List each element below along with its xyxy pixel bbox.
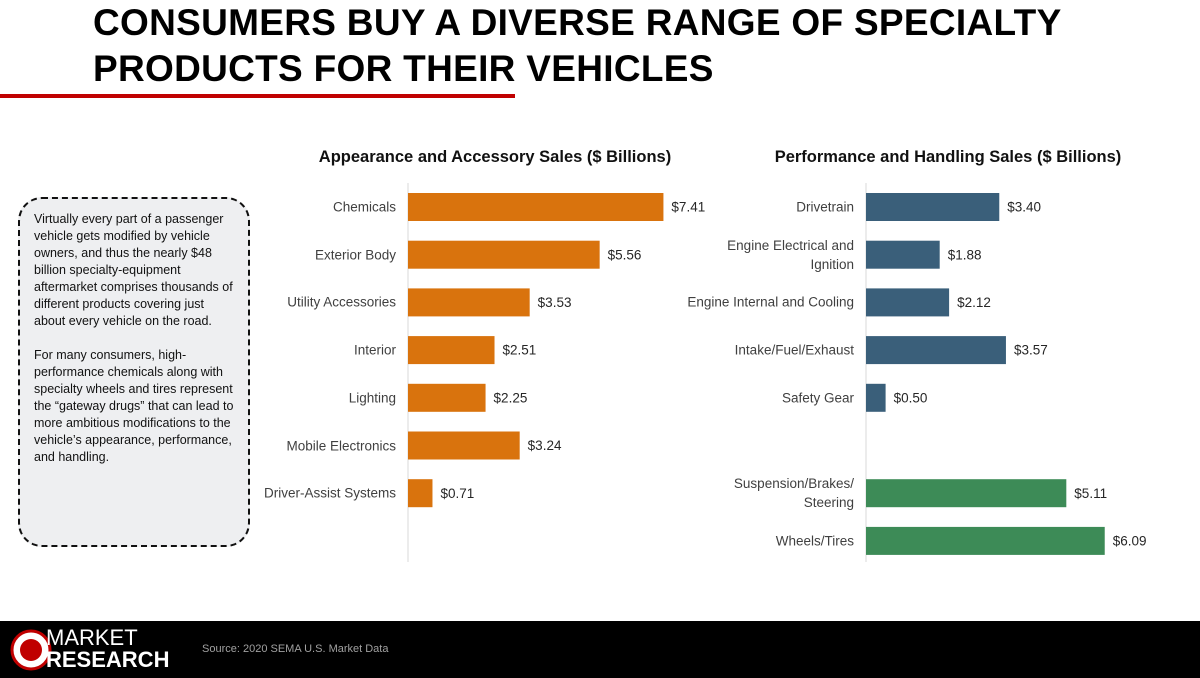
source: Source: 2020 SEMA U.S. Market Data	[202, 643, 389, 655]
value-label: $3.40	[1007, 200, 1041, 215]
bar	[408, 288, 530, 317]
bar	[408, 336, 495, 365]
category-label: Engine Electrical and Ignition	[727, 237, 854, 272]
value-label: $7.41	[671, 200, 705, 215]
footer: MARKET RESEARCH Source: 2020 SEMA U.S. M…	[0, 621, 1200, 678]
value-label: $3.53	[538, 295, 572, 310]
category-label: Wheels/Tires	[775, 533, 854, 549]
callout-text: For many consumers, high-performance che…	[34, 348, 234, 464]
category-label: Drivetrain	[796, 199, 854, 215]
value-label: $3.24	[528, 438, 562, 453]
bar	[866, 336, 1006, 365]
category-label: Intake/Fuel/Exhaust	[734, 342, 854, 358]
bar	[866, 288, 950, 317]
bar	[408, 240, 600, 269]
value-label: $5.56	[608, 247, 642, 262]
category-label: Chemicals	[332, 199, 396, 215]
value-label: $1.88	[948, 247, 982, 262]
value-label: $6.09	[1113, 533, 1147, 548]
bar	[866, 383, 886, 412]
bar	[408, 431, 520, 460]
value-label: $5.11	[1074, 486, 1107, 501]
category-label: Suspension/Brakes/ Steering	[733, 476, 854, 511]
value-label: $3.57	[1014, 343, 1048, 358]
chart-title: Appearance and Accessory Sales ($ Billio…	[318, 148, 672, 166]
category-label: Utility Accessories	[287, 294, 396, 310]
slide-title: CONSUMERS BUY A DIVERSE RANGE OF SPECIAL…	[93, 2, 1062, 43]
bar	[866, 240, 940, 269]
bar	[866, 526, 1105, 555]
slide-title: PRODUCTS FOR THEIR VEHICLES	[93, 48, 714, 89]
value-label: $0.50	[894, 390, 928, 405]
bar	[408, 383, 486, 412]
category-label: Safety Gear	[781, 390, 854, 406]
chart-title: Performance and Handling Sales ($ Billio…	[774, 148, 1122, 166]
category-label: Engine Internal and Cooling	[687, 294, 854, 310]
category-label: Interior	[353, 342, 396, 358]
callout: Virtually every part of a passenger vehi…	[18, 197, 250, 547]
category-label: Mobile Electronics	[286, 438, 396, 453]
bar	[866, 193, 1000, 221]
callout-text: Virtually every part of a passenger vehi…	[34, 212, 233, 328]
logo-icon	[10, 629, 52, 671]
category-label: Driver-Assist Systems	[263, 485, 396, 501]
title-underline	[0, 94, 515, 98]
category-label: Exterior Body	[314, 247, 396, 263]
value-label: $0.71	[440, 486, 474, 501]
category-label: Lighting	[348, 390, 396, 406]
value-label: $2.25	[494, 390, 528, 405]
logo-text: RESEARCH	[46, 647, 170, 672]
value-label: $2.51	[503, 343, 537, 358]
bar	[408, 479, 433, 508]
value-label: $2.12	[957, 295, 991, 310]
bar	[408, 193, 664, 221]
logo-text: MARKET	[46, 625, 138, 650]
bar	[866, 479, 1067, 508]
